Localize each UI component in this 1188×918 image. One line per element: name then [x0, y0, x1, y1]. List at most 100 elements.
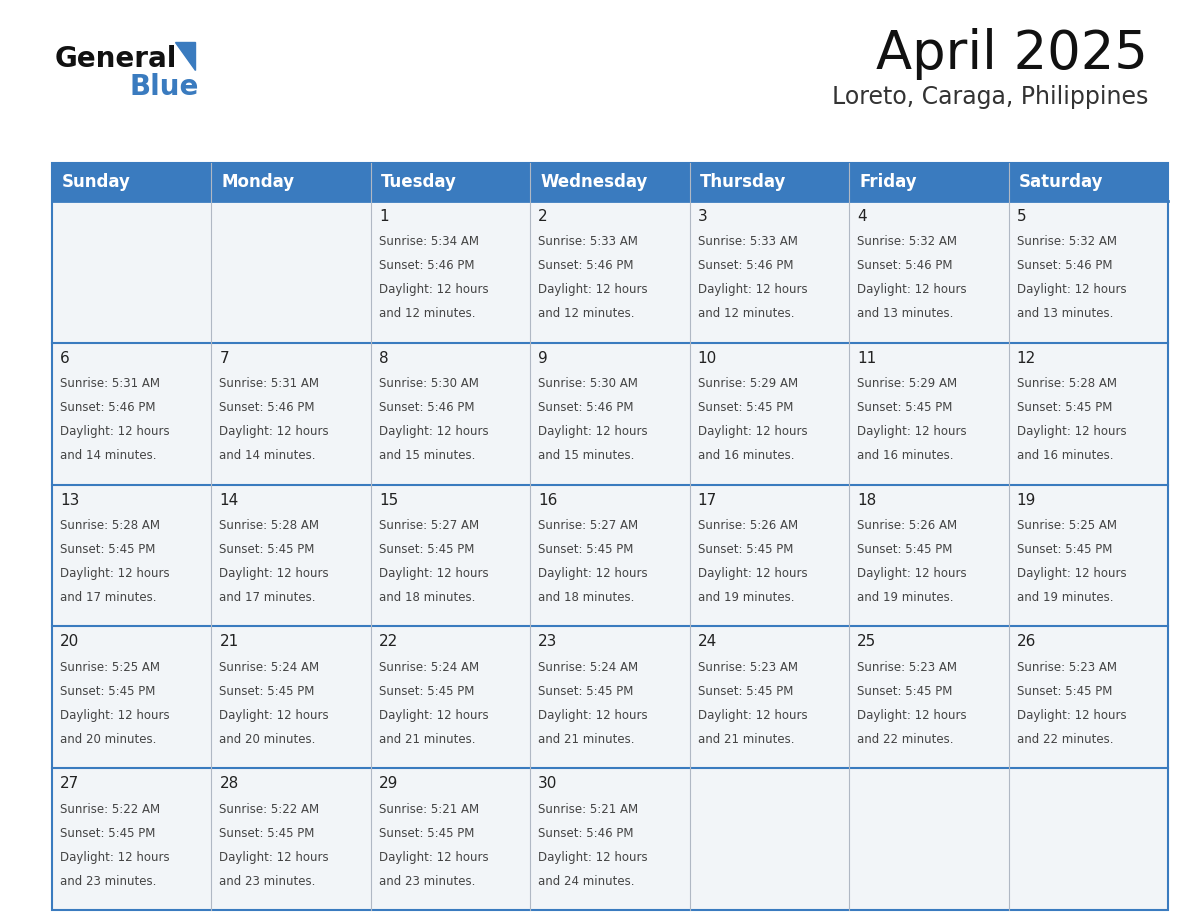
Text: Sunset: 5:45 PM: Sunset: 5:45 PM [220, 826, 315, 840]
Text: and 16 minutes.: and 16 minutes. [858, 449, 954, 462]
Text: Daylight: 12 hours: Daylight: 12 hours [538, 851, 647, 864]
Text: Sunrise: 5:21 AM: Sunrise: 5:21 AM [538, 802, 638, 815]
Text: and 23 minutes.: and 23 minutes. [61, 875, 157, 888]
Text: Daylight: 12 hours: Daylight: 12 hours [61, 851, 170, 864]
Text: Sunrise: 5:24 AM: Sunrise: 5:24 AM [379, 661, 479, 674]
Text: Sunset: 5:46 PM: Sunset: 5:46 PM [220, 401, 315, 414]
Text: Daylight: 12 hours: Daylight: 12 hours [61, 567, 170, 580]
Text: 11: 11 [858, 351, 877, 365]
Text: Sunset: 5:45 PM: Sunset: 5:45 PM [379, 685, 474, 698]
Text: Sunrise: 5:33 AM: Sunrise: 5:33 AM [697, 235, 797, 248]
Text: Daylight: 12 hours: Daylight: 12 hours [1017, 425, 1126, 438]
Text: April 2025: April 2025 [876, 28, 1148, 80]
Text: and 18 minutes.: and 18 minutes. [538, 591, 634, 604]
Text: Sunset: 5:46 PM: Sunset: 5:46 PM [1017, 259, 1112, 273]
Text: Daylight: 12 hours: Daylight: 12 hours [220, 425, 329, 438]
Text: Sunrise: 5:30 AM: Sunrise: 5:30 AM [538, 377, 638, 390]
Text: 25: 25 [858, 634, 877, 649]
Text: 1: 1 [379, 209, 388, 224]
Text: 22: 22 [379, 634, 398, 649]
Text: 18: 18 [858, 493, 877, 508]
Text: and 22 minutes.: and 22 minutes. [1017, 733, 1113, 745]
Text: Sunrise: 5:24 AM: Sunrise: 5:24 AM [220, 661, 320, 674]
Text: Sunrise: 5:22 AM: Sunrise: 5:22 AM [61, 802, 160, 815]
Text: Sunset: 5:45 PM: Sunset: 5:45 PM [61, 685, 156, 698]
Text: 7: 7 [220, 351, 229, 365]
Text: Daylight: 12 hours: Daylight: 12 hours [1017, 709, 1126, 722]
Text: 29: 29 [379, 777, 398, 791]
Text: Sunset: 5:45 PM: Sunset: 5:45 PM [379, 543, 474, 556]
Text: Sunday: Sunday [62, 173, 131, 191]
Text: Daylight: 12 hours: Daylight: 12 hours [538, 709, 647, 722]
Text: Sunrise: 5:29 AM: Sunrise: 5:29 AM [858, 377, 958, 390]
Text: Monday: Monday [221, 173, 295, 191]
Text: and 13 minutes.: and 13 minutes. [1017, 308, 1113, 320]
Text: 8: 8 [379, 351, 388, 365]
Text: Daylight: 12 hours: Daylight: 12 hours [858, 709, 967, 722]
Text: Sunset: 5:45 PM: Sunset: 5:45 PM [538, 685, 633, 698]
Text: Sunset: 5:45 PM: Sunset: 5:45 PM [697, 685, 794, 698]
Text: 4: 4 [858, 209, 867, 224]
Text: Daylight: 12 hours: Daylight: 12 hours [220, 567, 329, 580]
Text: Sunrise: 5:23 AM: Sunrise: 5:23 AM [1017, 661, 1117, 674]
Bar [52, 163, 1168, 201]
Text: Daylight: 12 hours: Daylight: 12 hours [697, 709, 808, 722]
Text: and 12 minutes.: and 12 minutes. [379, 308, 475, 320]
Text: and 23 minutes.: and 23 minutes. [220, 875, 316, 888]
Text: Daylight: 12 hours: Daylight: 12 hours [1017, 284, 1126, 297]
Text: and 21 minutes.: and 21 minutes. [697, 733, 795, 745]
Text: Daylight: 12 hours: Daylight: 12 hours [858, 425, 967, 438]
Text: Sunrise: 5:25 AM: Sunrise: 5:25 AM [61, 661, 160, 674]
Text: Sunset: 5:46 PM: Sunset: 5:46 PM [697, 259, 794, 273]
Text: Daylight: 12 hours: Daylight: 12 hours [538, 284, 647, 297]
Text: Sunrise: 5:26 AM: Sunrise: 5:26 AM [697, 519, 798, 532]
Text: 26: 26 [1017, 634, 1036, 649]
Text: Sunset: 5:45 PM: Sunset: 5:45 PM [1017, 401, 1112, 414]
Text: 2: 2 [538, 209, 548, 224]
Text: Friday: Friday [859, 173, 917, 191]
Text: Sunset: 5:45 PM: Sunset: 5:45 PM [220, 543, 315, 556]
Text: Daylight: 12 hours: Daylight: 12 hours [379, 851, 488, 864]
Text: Daylight: 12 hours: Daylight: 12 hours [697, 567, 808, 580]
Text: and 12 minutes.: and 12 minutes. [538, 308, 634, 320]
Text: 15: 15 [379, 493, 398, 508]
Text: Saturday: Saturday [1018, 173, 1104, 191]
Text: and 14 minutes.: and 14 minutes. [220, 449, 316, 462]
Text: and 15 minutes.: and 15 minutes. [379, 449, 475, 462]
Text: Blue: Blue [129, 73, 200, 101]
Text: and 20 minutes.: and 20 minutes. [61, 733, 157, 745]
Text: Daylight: 12 hours: Daylight: 12 hours [220, 851, 329, 864]
Text: Sunrise: 5:32 AM: Sunrise: 5:32 AM [858, 235, 958, 248]
Text: Sunrise: 5:33 AM: Sunrise: 5:33 AM [538, 235, 638, 248]
Text: and 22 minutes.: and 22 minutes. [858, 733, 954, 745]
Text: and 20 minutes.: and 20 minutes. [220, 733, 316, 745]
Text: Daylight: 12 hours: Daylight: 12 hours [1017, 567, 1126, 580]
Text: and 16 minutes.: and 16 minutes. [697, 449, 795, 462]
Text: and 17 minutes.: and 17 minutes. [61, 591, 157, 604]
Text: Sunrise: 5:28 AM: Sunrise: 5:28 AM [1017, 377, 1117, 390]
Text: 5: 5 [1017, 209, 1026, 224]
Text: Sunset: 5:45 PM: Sunset: 5:45 PM [61, 543, 156, 556]
Text: Daylight: 12 hours: Daylight: 12 hours [379, 709, 488, 722]
Text: 27: 27 [61, 777, 80, 791]
Text: 9: 9 [538, 351, 548, 365]
Text: and 21 minutes.: and 21 minutes. [538, 733, 634, 745]
Text: Sunrise: 5:22 AM: Sunrise: 5:22 AM [220, 802, 320, 815]
Text: and 19 minutes.: and 19 minutes. [1017, 591, 1113, 604]
Text: 16: 16 [538, 493, 557, 508]
Bar [52, 768, 1168, 910]
Text: Sunrise: 5:32 AM: Sunrise: 5:32 AM [1017, 235, 1117, 248]
Text: Sunset: 5:46 PM: Sunset: 5:46 PM [379, 259, 474, 273]
Text: Daylight: 12 hours: Daylight: 12 hours [858, 284, 967, 297]
Bar [52, 201, 1168, 342]
Text: Loreto, Caraga, Philippines: Loreto, Caraga, Philippines [832, 85, 1148, 109]
Text: Sunset: 5:45 PM: Sunset: 5:45 PM [858, 685, 953, 698]
Text: Sunset: 5:45 PM: Sunset: 5:45 PM [220, 685, 315, 698]
Text: Sunrise: 5:23 AM: Sunrise: 5:23 AM [858, 661, 958, 674]
Text: Sunrise: 5:31 AM: Sunrise: 5:31 AM [61, 377, 160, 390]
Text: Sunrise: 5:27 AM: Sunrise: 5:27 AM [538, 519, 638, 532]
Text: and 12 minutes.: and 12 minutes. [697, 308, 795, 320]
Text: Sunset: 5:46 PM: Sunset: 5:46 PM [538, 826, 633, 840]
Text: 12: 12 [1017, 351, 1036, 365]
Text: and 16 minutes.: and 16 minutes. [1017, 449, 1113, 462]
